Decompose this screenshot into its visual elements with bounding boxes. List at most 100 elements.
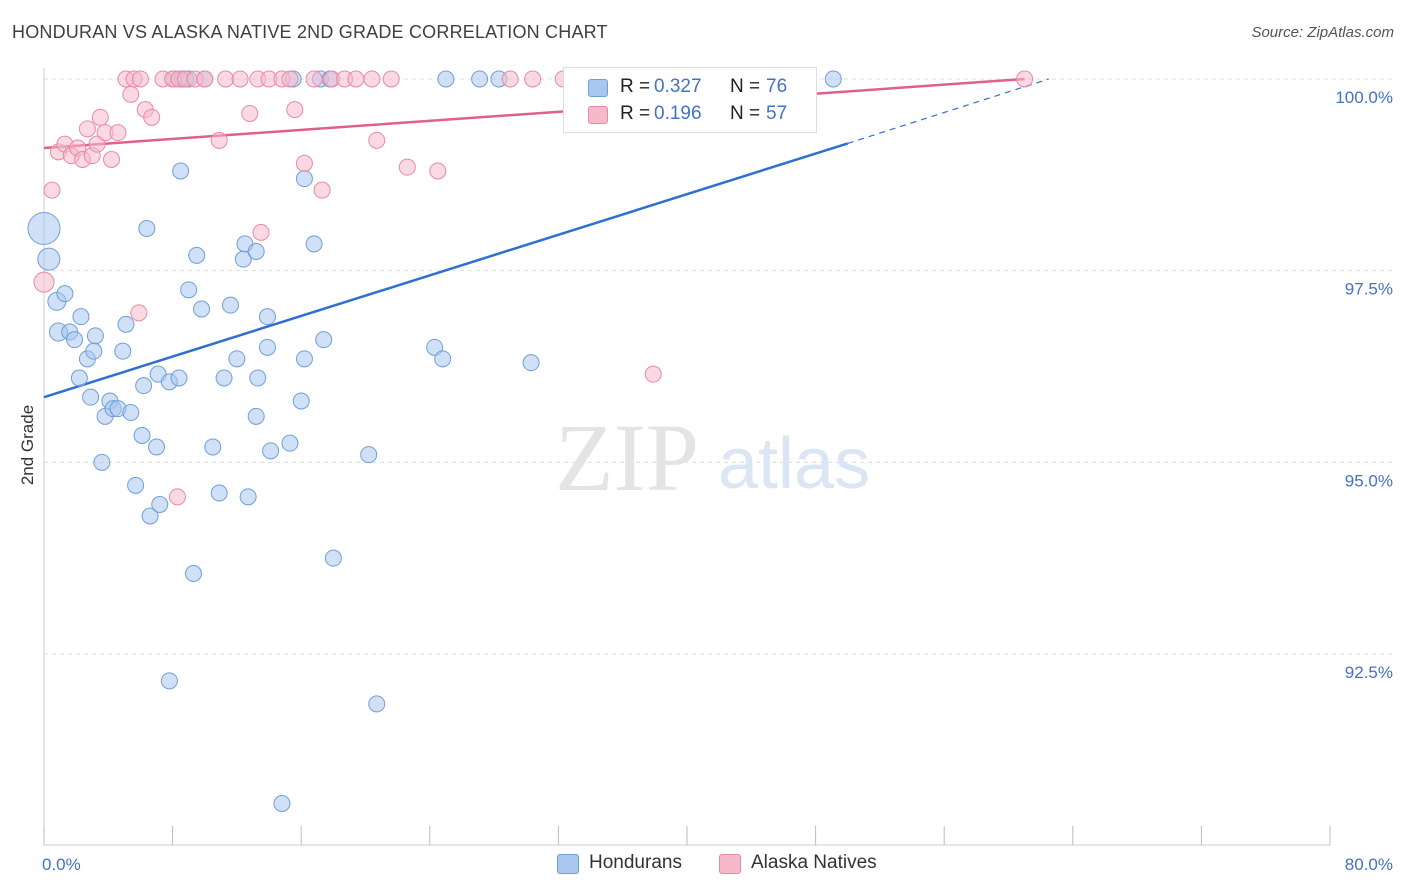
r-value: 0.327	[654, 76, 702, 97]
r-label: R =	[620, 76, 651, 97]
alaska-native-point	[295, 154, 313, 172]
y-tick-label: 100.0%	[1335, 88, 1393, 107]
alaska-native-point	[196, 70, 214, 88]
honduran-point	[86, 327, 104, 345]
honduran-point	[228, 350, 246, 368]
alaska-native-point	[91, 108, 109, 126]
alaska-native-point	[363, 70, 381, 88]
watermark-atlas: atlas	[718, 424, 870, 504]
legend-label: Hondurans	[589, 852, 682, 873]
honduran-point	[114, 342, 132, 360]
alaska-native-point	[168, 488, 186, 506]
alaska-native-point	[347, 70, 365, 88]
alaska-native-point	[1016, 70, 1034, 88]
honduran-point	[188, 246, 206, 264]
alaska-native-point	[398, 158, 416, 176]
honduran-point	[138, 220, 156, 237]
hondurans-trend-line	[43, 142, 849, 399]
hondurans-trend-extension	[847, 78, 1049, 144]
y-axis-label: 2nd Grade	[18, 405, 37, 485]
honduran-point	[273, 795, 291, 812]
honduran-point	[824, 70, 842, 88]
legend-label: Alaska Natives	[751, 852, 877, 873]
x-tick-label: 80.0%	[1345, 855, 1393, 874]
honduran-point	[141, 507, 159, 525]
honduran-point	[70, 369, 88, 387]
alaska-natives-swatch	[719, 854, 741, 874]
honduran-point	[72, 308, 90, 326]
honduran-point	[27, 212, 61, 245]
honduran-point	[239, 488, 257, 506]
honduran-point	[37, 247, 61, 271]
x-tick-label: 0.0%	[42, 855, 81, 874]
alaska-native-point	[130, 304, 148, 322]
alaska-native-point	[382, 70, 400, 88]
honduran-point	[85, 342, 103, 360]
alaska-native-point	[122, 85, 140, 103]
hondurans-swatch	[557, 854, 579, 874]
honduran-point	[262, 442, 280, 460]
honduran-point	[247, 243, 265, 260]
honduran-point	[122, 404, 140, 421]
honduran-point	[281, 434, 299, 452]
alaska-native-point	[524, 70, 542, 88]
alaska-native-point	[368, 131, 386, 149]
honduran-point	[249, 369, 267, 387]
y-tick-label: 92.5%	[1345, 663, 1393, 682]
alaska-native-point	[252, 223, 270, 241]
honduran-point	[295, 350, 313, 368]
honduran-point	[315, 331, 333, 349]
alaska-native-point	[305, 70, 323, 88]
alaska-native-point	[109, 124, 127, 142]
honduran-point	[434, 350, 452, 368]
alaska-native-point	[644, 365, 662, 383]
honduran-point	[133, 427, 151, 444]
honduran-point	[148, 438, 166, 456]
honduran-point	[258, 308, 276, 326]
honduran-point	[368, 695, 386, 713]
honduran-point	[426, 338, 444, 356]
alaska-native-point	[78, 120, 96, 138]
alaska-native-point	[143, 108, 161, 126]
r-label: R =	[620, 103, 651, 124]
honduran-point	[247, 407, 265, 425]
honduran-point	[93, 453, 111, 471]
alaska-natives-swatch	[588, 106, 608, 124]
honduran-point	[172, 162, 190, 180]
honduran-point	[471, 70, 489, 88]
honduran-point	[292, 392, 310, 410]
correlation-legend: R = 0.327 N = 76 R = 0.196 N = 57	[563, 67, 817, 133]
alaska-native-point	[231, 70, 249, 88]
alaska-native-point	[429, 162, 447, 180]
honduran-point	[360, 446, 378, 464]
n-value: 57	[766, 103, 788, 124]
alaska-native-point	[241, 105, 259, 122]
alaska-native-point	[131, 70, 149, 88]
honduran-point	[151, 496, 169, 513]
honduran-point	[160, 672, 178, 690]
honduran-point	[170, 369, 188, 387]
alaska-native-point	[501, 70, 519, 88]
alaska-native-point	[281, 70, 299, 88]
honduran-point	[184, 565, 202, 582]
hondurans-swatch	[588, 79, 608, 97]
honduran-point	[204, 438, 222, 456]
chart-title: HONDURAN VS ALASKA NATIVE 2ND GRADE CORR…	[12, 22, 608, 42]
watermark-zip: ZIP	[555, 404, 699, 511]
alaska-native-point	[103, 151, 121, 168]
honduran-point	[295, 170, 313, 188]
honduran-point	[221, 296, 239, 314]
n-value: 76	[766, 76, 788, 97]
alaska-native-point	[313, 181, 331, 199]
honduran-point	[82, 388, 100, 406]
honduran-point	[258, 338, 276, 356]
n-label: N =	[730, 76, 761, 97]
honduran-point	[210, 484, 228, 502]
honduran-point	[215, 369, 233, 387]
alaska-native-point	[33, 271, 55, 293]
r-value: 0.196	[654, 103, 702, 124]
honduran-point	[522, 354, 540, 372]
n-label: N =	[730, 103, 761, 124]
alaska-native-point	[210, 131, 228, 149]
